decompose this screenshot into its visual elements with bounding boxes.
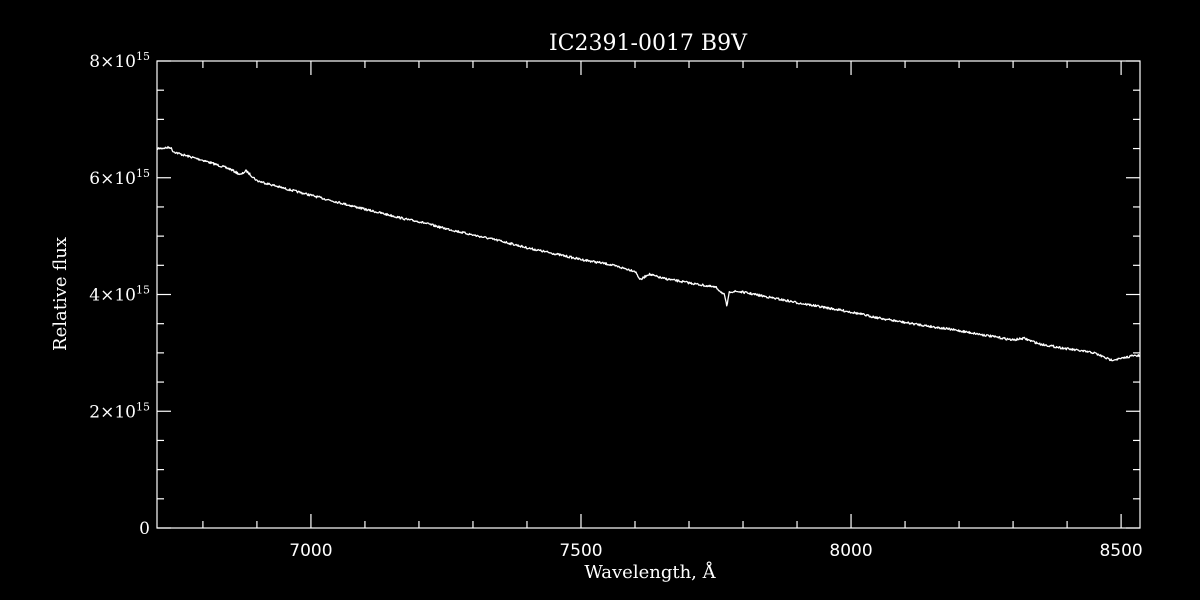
y-tick-label: 8×1015 — [89, 50, 150, 72]
y-tick-label: 6×1015 — [89, 167, 150, 189]
plot-frame — [156, 60, 1141, 529]
x-tick-labels: 7000 7500 8000 8500 — [289, 541, 1142, 561]
axis-ticks — [157, 60, 1140, 529]
x-tick-label: 8000 — [829, 541, 872, 561]
x-tick-label: 8500 — [1099, 541, 1142, 561]
y-axis-label: Relative flux — [50, 237, 71, 351]
y-tick-label: 2×1015 — [89, 400, 150, 422]
y-tick-label: 4×1015 — [89, 284, 150, 306]
y-tick-labels: 0 2×1015 4×1015 6×1015 8×1015 — [89, 50, 150, 539]
x-axis-label: Wavelength, Å — [584, 561, 716, 583]
chart-title: IC2391-0017 B9V — [549, 31, 748, 56]
series-line — [156, 145, 1141, 362]
y-tick-label: 0 — [139, 519, 150, 539]
x-tick-label: 7500 — [559, 541, 602, 561]
x-tick-label: 7000 — [289, 541, 332, 561]
